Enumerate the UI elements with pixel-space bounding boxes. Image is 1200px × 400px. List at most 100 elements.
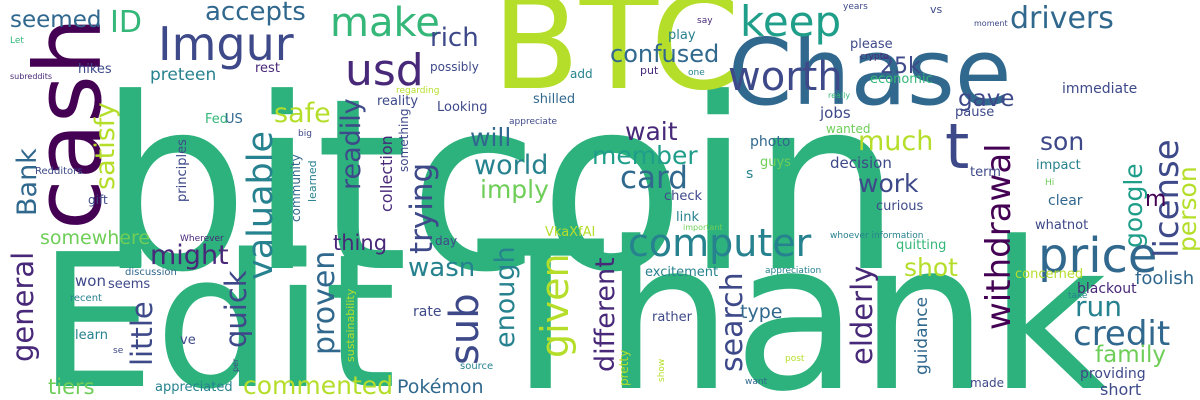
word: say (697, 16, 713, 26)
word: safe (274, 98, 331, 129)
word: per (231, 358, 240, 372)
word: elderly (845, 266, 879, 365)
word: one (688, 68, 705, 78)
word: show (657, 359, 667, 382)
word: source (460, 361, 493, 372)
word: member (592, 141, 698, 170)
word: readily (336, 98, 367, 190)
word: VkaXfAI (545, 225, 595, 240)
word: thing (333, 231, 387, 255)
word: google (1119, 163, 1148, 248)
word: t (945, 110, 969, 183)
word: gift (88, 193, 108, 207)
word: blackout (1077, 281, 1137, 297)
word: principles (175, 139, 190, 202)
word: quick (219, 270, 253, 348)
word: ID (110, 5, 142, 40)
word: imply (480, 175, 549, 204)
word: Pokémon (397, 376, 484, 398)
word: years (843, 2, 868, 12)
word: different (590, 257, 621, 372)
word: Bank (12, 148, 43, 216)
word: community (289, 154, 303, 222)
word: m (1145, 187, 1166, 212)
word: please (850, 37, 893, 52)
word: credit (1073, 314, 1170, 354)
word: cash (15, 17, 122, 230)
word: type (740, 301, 782, 323)
word: excitement (645, 265, 718, 280)
word: rest (255, 61, 280, 76)
word: computer (628, 221, 812, 265)
word: link (676, 210, 699, 225)
word: really (828, 91, 850, 100)
word: made (970, 376, 1004, 390)
word: Let (10, 36, 24, 46)
word: photo (750, 134, 790, 150)
word: play (668, 28, 696, 43)
word: guys (760, 155, 791, 170)
word: will (470, 123, 511, 152)
word: card (620, 160, 688, 196)
word: take (1068, 291, 1088, 301)
word: sub (442, 293, 488, 365)
word: confused (610, 40, 719, 68)
word: whoever information (830, 231, 923, 241)
word: won (75, 272, 106, 290)
word: foolish (1135, 268, 1194, 289)
word: Redditors (35, 166, 83, 177)
word: put (640, 64, 659, 77)
word: rather (652, 310, 693, 325)
word: Hi (1045, 178, 1054, 188)
word: bitcoin (98, 48, 902, 325)
word: wasn (408, 253, 475, 283)
word: appreciation (765, 266, 821, 276)
word: regarding (396, 86, 439, 96)
word: clear (1048, 193, 1083, 209)
word: add (570, 67, 593, 81)
word: jobs (819, 104, 851, 122)
word: make (330, 0, 440, 46)
word: sustainability (344, 288, 357, 362)
word: recent (70, 293, 102, 304)
word: reality (377, 94, 418, 109)
word: keep (740, 0, 841, 46)
word: ve (180, 333, 196, 348)
word: enough (490, 246, 521, 348)
word: post (785, 354, 805, 364)
word: might (150, 240, 229, 271)
word: wait (625, 117, 678, 146)
word: family (1095, 342, 1166, 368)
word: want (745, 377, 768, 387)
word: Thank (477, 199, 1108, 400)
word: BTC (492, 0, 740, 119)
word: curious (876, 199, 924, 214)
word: guidance (912, 297, 932, 375)
word: hikes (78, 62, 112, 77)
word: trying (404, 163, 440, 254)
word: important (683, 223, 723, 232)
word: tiers (48, 375, 95, 399)
word: subreddits (10, 72, 52, 81)
word: discussion (125, 267, 177, 278)
word: preteen (150, 65, 216, 85)
word: world (474, 150, 548, 181)
word: economic (870, 72, 933, 87)
word: proven (307, 251, 342, 355)
word: worth (728, 54, 843, 100)
word: little (125, 301, 159, 366)
word: much (858, 126, 933, 157)
word: appreciated (155, 380, 233, 395)
word: collection (377, 135, 396, 212)
word: shilled (533, 92, 575, 107)
word: usd (345, 45, 424, 96)
word: possibly (430, 60, 479, 74)
word: search (715, 272, 750, 372)
word: son (1040, 127, 1084, 156)
word: wanted (826, 122, 870, 136)
word: withdrawal (979, 143, 1019, 330)
word: quitting (896, 238, 946, 253)
word: pause (955, 105, 994, 120)
